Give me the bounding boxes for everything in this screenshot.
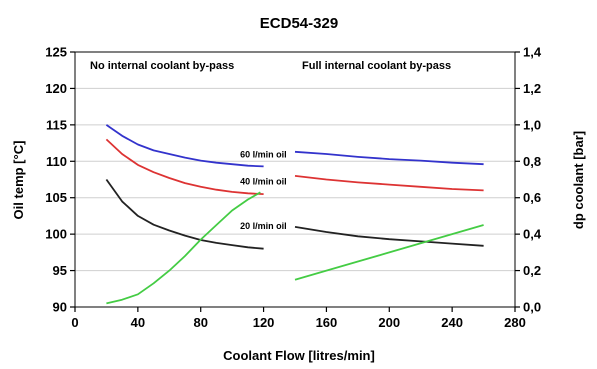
x-tick-label: 120 [253,315,275,330]
y-tick-label: 110 [46,154,67,169]
y2-tick-label: 0,0 [523,300,541,315]
series-layer: 60 l/min oil 40 l/min oil 20 l/min oil [105,124,484,305]
y-tick-label: 90 [53,300,67,315]
chart-title: ECD54-329 [260,15,338,32]
series-line-40-l-min-oil [294,175,484,192]
x-tick-label: 200 [378,315,400,330]
series-line-40-l-min-oil [105,138,264,195]
series-line-20-l-min-oil [294,226,484,247]
y2-tick-label: 1,4 [523,45,542,60]
y2-tick-label: 1,2 [523,81,541,96]
region-label-no-bypass: No internal coolant by-pass [90,60,234,72]
y2-axis-label: dp coolant [bar] [571,131,586,229]
series-line-60-l-min-oil [294,150,484,166]
series-line-dp-coolant [294,224,484,281]
series-label: 60 l/min oil [240,150,287,160]
y2-tick-label: 0,6 [523,190,541,205]
x-tick-label: 160 [316,315,338,330]
gridlines [75,87,515,272]
x-tick-label: 280 [504,315,526,330]
x-tick-label: 0 [71,315,78,330]
x-tick-label: 40 [131,315,145,330]
y-tick-label: 95 [53,263,67,278]
y-tick-label: 120 [45,81,67,96]
y-axis-label: Oil temp [°C] [11,141,26,220]
y-tick-label: 105 [45,190,67,205]
y2-tick-label: 0,4 [523,227,542,242]
y-tick-label: 115 [46,117,67,132]
x-tick-label: 240 [441,315,463,330]
y-tick-label: 100 [45,227,67,242]
y2-tick-label: 1,0 [523,117,541,132]
series-label: 40 l/min oil [240,177,287,187]
plot-frame [74,51,516,308]
y2-tick-label: 0,8 [523,154,541,169]
x-tick-label: 80 [193,315,207,330]
series-line-dp-coolant [106,191,261,305]
series-label: 20 l/min oil [240,221,287,231]
series-line-60-l-min-oil [105,124,264,168]
y-tick-label: 125 [45,45,67,60]
x-axis-label: Coolant Flow [litres/min] [223,348,375,363]
axes: 90 95 100 105 110 115 120 125 0,0 0,2 0,4 0,6 0,8 1,0… [45,45,542,331]
region-label-full-bypass: Full internal coolant by-pass [302,60,451,72]
y2-tick-label: 0,2 [523,263,541,278]
series-line-20-l-min-oil [105,178,264,250]
